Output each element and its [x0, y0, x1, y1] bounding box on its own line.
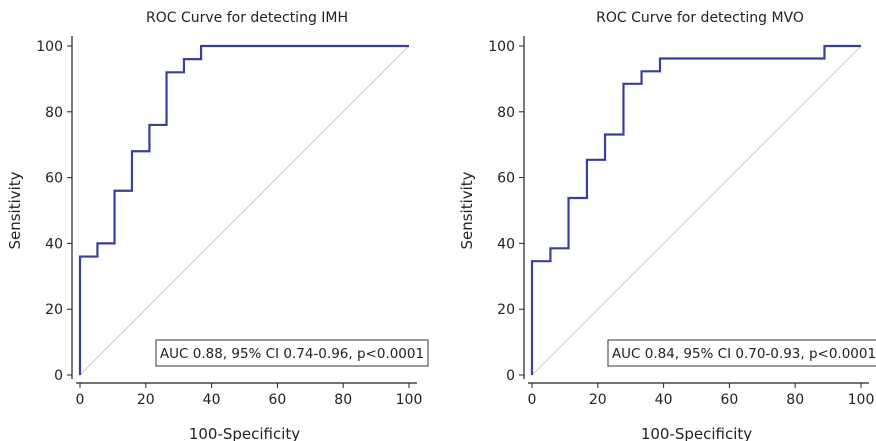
- auc-annotation-text: AUC 0.88, 95% CI 0.74-0.96, p<0.0001: [160, 346, 424, 362]
- y-tick-label: 20: [497, 302, 515, 318]
- y-tick-label: 100: [488, 39, 515, 55]
- x-tick-label: 40: [655, 392, 673, 408]
- x-tick-label: 20: [137, 392, 155, 408]
- y-tick-label: 0: [54, 368, 63, 384]
- x-tick-label: 60: [720, 392, 738, 408]
- y-tick-label: 100: [36, 39, 63, 55]
- roc-curve-line: [78, 44, 409, 375]
- y-tick-label: 40: [45, 236, 63, 252]
- auc-annotation-text: AUC 0.84, 95% CI 0.70-0.93, p<0.0001: [612, 346, 876, 362]
- x-tick-label: 80: [786, 392, 804, 408]
- x-tick-label: 100: [396, 392, 423, 408]
- y-tick-label: 80: [497, 105, 515, 121]
- auc-annotation-box: [155, 339, 429, 367]
- auc-annotation-box: [607, 339, 876, 367]
- x-axis-label: 100-Specificity: [641, 425, 752, 441]
- y-tick-label: 20: [45, 302, 63, 318]
- chart-title: ROC Curve for detecting IMH: [146, 10, 348, 26]
- y-tick-label: 0: [506, 368, 515, 384]
- y-tick-label: 80: [45, 105, 63, 121]
- x-tick-label: 100: [848, 392, 875, 408]
- y-tick-label: 60: [497, 171, 515, 187]
- x-tick-label: 0: [76, 392, 85, 408]
- x-tick-label: 60: [268, 392, 286, 408]
- x-tick-label: 80: [334, 392, 352, 408]
- reference-diagonal-line: [79, 45, 410, 376]
- roc-chart-mvo: ROC Curve for detecting MVO 0 20 40 60 80 100 0…: [458, 10, 876, 441]
- y-axis-label: Sensitivity: [6, 171, 24, 249]
- x-tick-label: 40: [203, 392, 221, 408]
- y-tick-label: 40: [497, 236, 515, 252]
- x-tick-label: 0: [528, 392, 537, 408]
- x-tick-label: 20: [589, 392, 607, 408]
- y-tick-label: 60: [45, 171, 63, 187]
- x-axis-label: 100-Specificity: [189, 425, 300, 441]
- y-axis-label: Sensitivity: [458, 171, 476, 249]
- roc-chart-imh: ROC Curve for detecting IMH 0 20 40 60 80 100 0…: [6, 10, 429, 441]
- roc-curve-line: [530, 44, 861, 375]
- reference-diagonal-line: [531, 45, 862, 376]
- chart-title: ROC Curve for detecting MVO: [596, 10, 804, 26]
